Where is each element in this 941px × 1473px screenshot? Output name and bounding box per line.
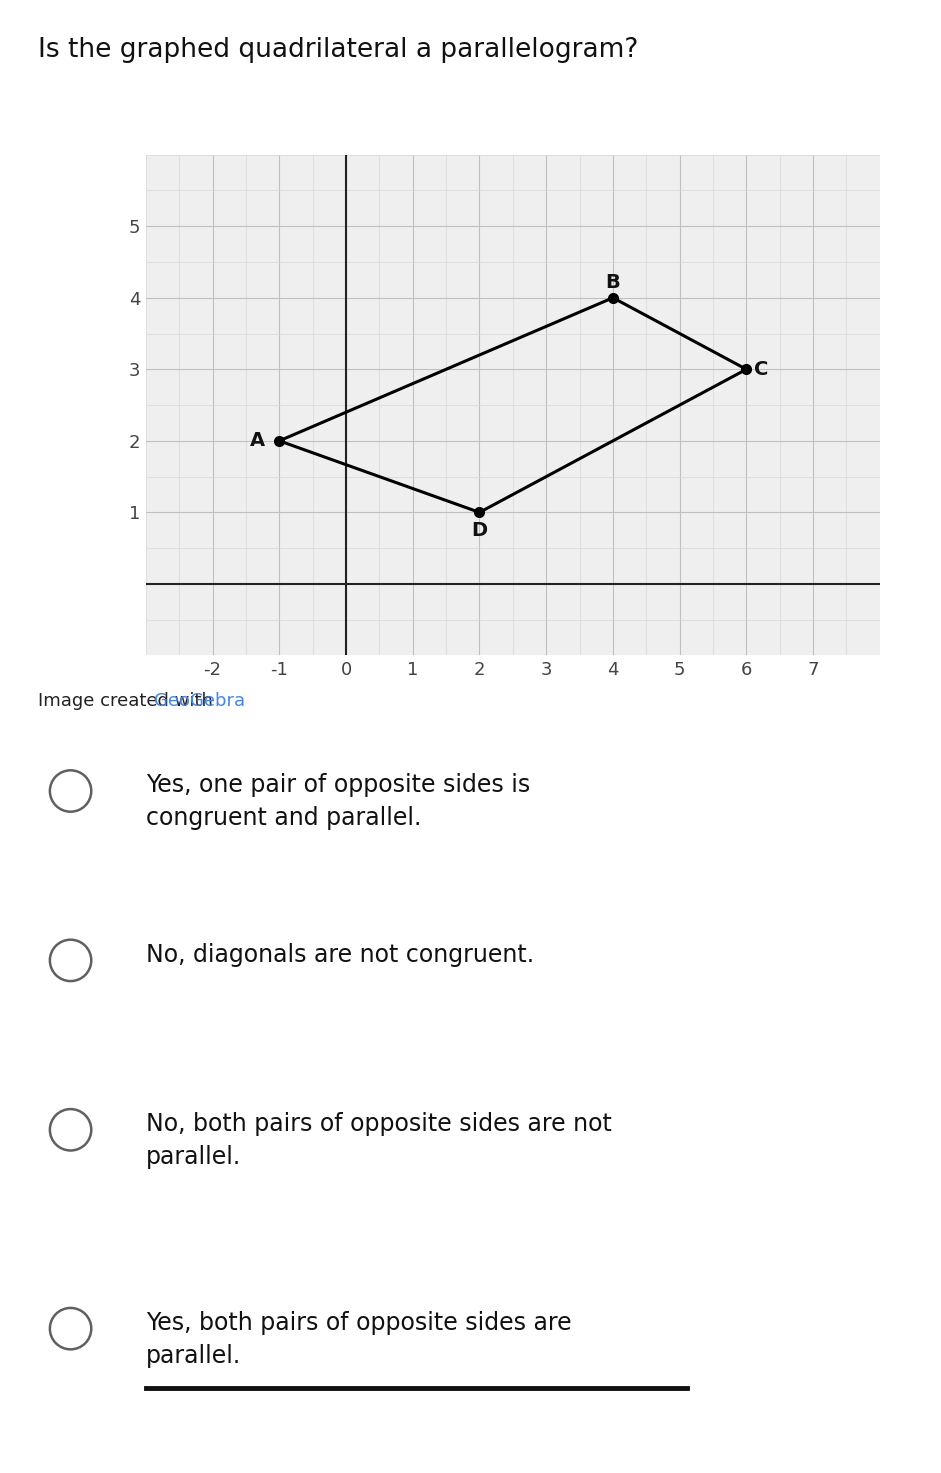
Text: Image created with: Image created with xyxy=(38,692,218,710)
Text: A: A xyxy=(250,432,265,451)
Text: Yes, both pairs of opposite sides are
parallel.: Yes, both pairs of opposite sides are pa… xyxy=(146,1311,571,1367)
Text: B: B xyxy=(606,273,620,292)
Text: No, diagonals are not congruent.: No, diagonals are not congruent. xyxy=(146,943,534,966)
Text: GeoGebra: GeoGebra xyxy=(153,692,245,710)
Text: Is the graphed quadrilateral a parallelogram?: Is the graphed quadrilateral a parallelo… xyxy=(38,37,638,63)
Text: C: C xyxy=(754,359,768,379)
Text: Yes, one pair of opposite sides is
congruent and parallel.: Yes, one pair of opposite sides is congr… xyxy=(146,773,530,829)
Polygon shape xyxy=(901,362,927,442)
Text: D: D xyxy=(471,521,487,539)
Text: No, both pairs of opposite sides are not
parallel.: No, both pairs of opposite sides are not… xyxy=(146,1112,612,1168)
Polygon shape xyxy=(11,362,38,442)
